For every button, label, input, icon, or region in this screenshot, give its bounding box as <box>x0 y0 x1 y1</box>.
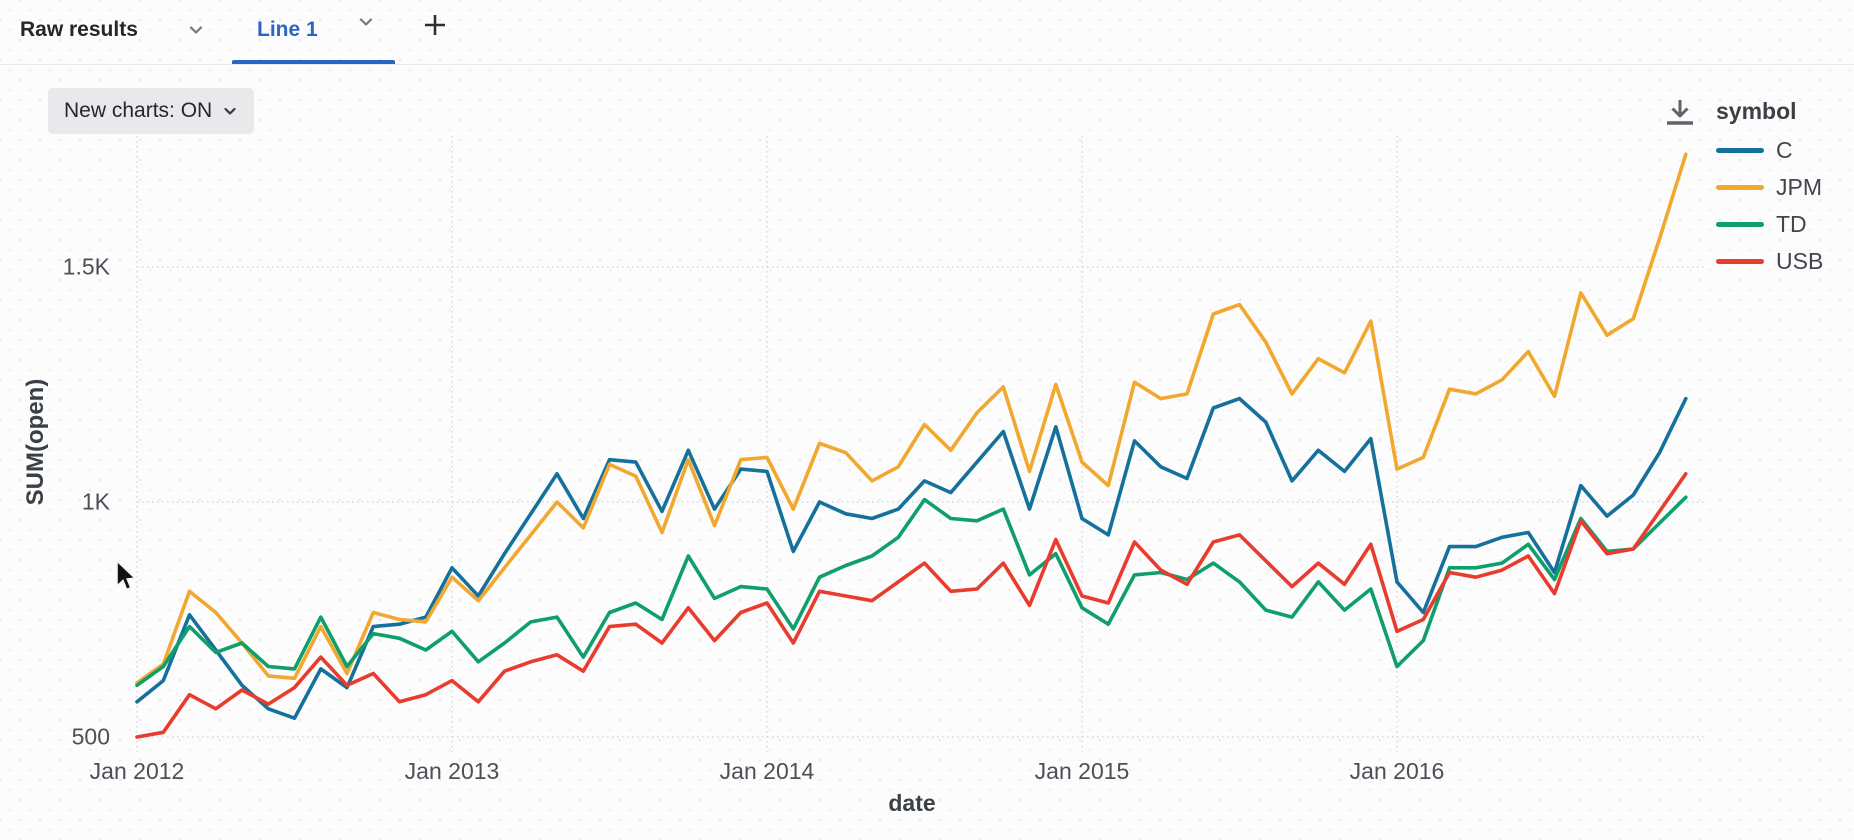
legend-item-jpm[interactable]: JPM <box>1716 174 1854 200</box>
chevron-down-icon[interactable] <box>187 21 205 39</box>
tab-raw-results[interactable]: Raw results <box>20 0 203 60</box>
y-tick-label: 1.5K <box>62 253 110 280</box>
tab-line-1-label: Line 1 <box>257 18 318 41</box>
download-chart-button[interactable] <box>1662 96 1698 134</box>
x-tick-label: Jan 2012 <box>89 758 185 784</box>
legend-title: symbol <box>1716 98 1797 124</box>
series-color-swatch <box>1716 221 1764 227</box>
tab-raw-results-label: Raw results <box>20 18 138 41</box>
legend: symbol C JPM TD USB <box>1716 98 1854 285</box>
add-chart-tab-button[interactable] <box>418 8 452 42</box>
download-icon <box>1667 100 1693 125</box>
legend-item-td[interactable]: TD <box>1716 211 1854 237</box>
chevron-down-icon <box>224 107 236 115</box>
legend-item-label: JPM <box>1776 173 1822 200</box>
new-charts-toggle-label: New charts: ON <box>64 99 213 122</box>
series-line-c[interactable] <box>135 396 1688 721</box>
new-charts-toggle[interactable]: New charts: ON <box>48 88 255 134</box>
y-tick-label: 1K <box>81 488 110 515</box>
x-tick-label: Jan 2013 <box>404 758 500 784</box>
legend-item-usb[interactable]: USB <box>1716 248 1854 274</box>
tab-bar: Raw results Line 1 <box>0 0 1854 65</box>
tab-line-1[interactable]: Line 1 <box>257 0 318 60</box>
series-line-usb[interactable] <box>135 471 1688 739</box>
plus-icon <box>425 15 445 35</box>
series-color-swatch <box>1716 258 1764 264</box>
series-line-td[interactable] <box>135 495 1688 688</box>
mouse-cursor <box>116 560 137 591</box>
x-tick-label: Jan 2015 <box>1034 758 1130 784</box>
series-line-jpm[interactable] <box>135 152 1688 685</box>
legend-item-c[interactable]: C <box>1716 137 1854 163</box>
x-tick-label: Jan 2014 <box>719 758 815 784</box>
y-tick-label: 500 <box>71 723 110 750</box>
x-tick-label: Jan 2016 <box>1349 758 1445 784</box>
series-color-swatch <box>1716 147 1764 153</box>
legend-item-label: USB <box>1776 247 1824 274</box>
legend-item-label: TD <box>1776 210 1807 237</box>
legend-item-label: C <box>1776 136 1793 163</box>
series-color-swatch <box>1716 184 1764 190</box>
active-tab-underline <box>232 60 395 64</box>
chevron-down-icon[interactable] <box>357 13 375 31</box>
x-axis-title: date <box>888 790 936 816</box>
